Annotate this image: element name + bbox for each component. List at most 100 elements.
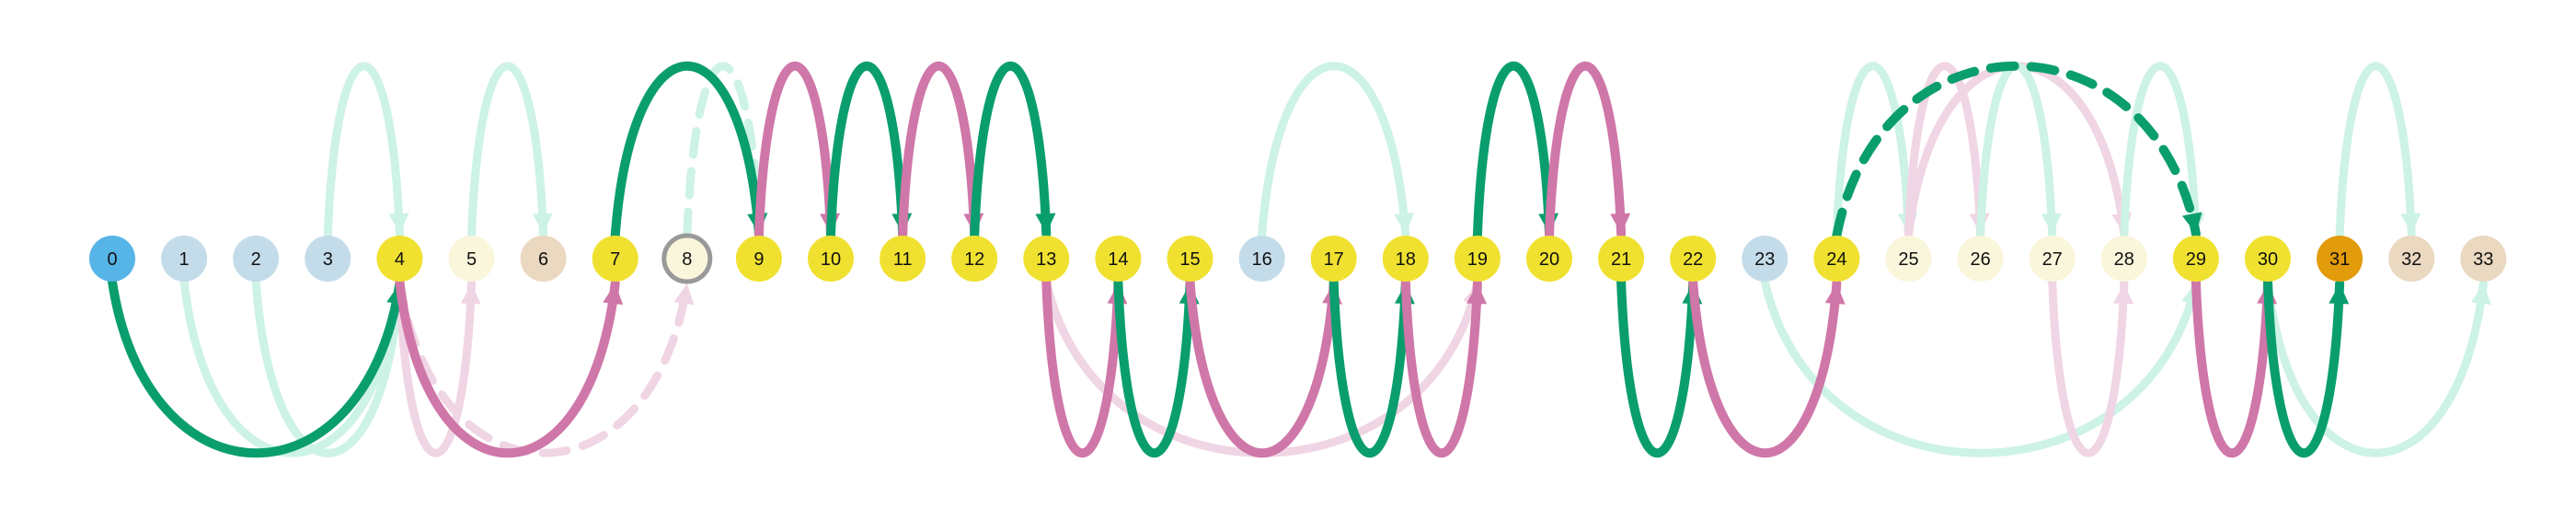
edge-arrowhead-4-7 xyxy=(603,283,624,306)
edge-arrowhead-20-21 xyxy=(1610,213,1631,234)
node-label-21: 21 xyxy=(1611,249,1631,270)
edge-line-29-30 xyxy=(2191,277,2272,458)
edge-line-31-32 xyxy=(2335,62,2416,240)
edge-line-2-4 xyxy=(251,277,404,457)
node-4: 4 xyxy=(376,236,423,282)
edge-arrowhead-22-24 xyxy=(1824,283,1846,305)
edge-line-20-21 xyxy=(1545,61,1627,240)
edge-arrowhead-12-13 xyxy=(1035,213,1056,234)
edge-20-21 xyxy=(1545,61,1631,240)
edge-12-13 xyxy=(970,61,1056,240)
node-circle-26 xyxy=(1957,236,2004,282)
node-9: 9 xyxy=(735,236,782,282)
edge-line-23-29 xyxy=(1760,277,2201,457)
node-15: 15 xyxy=(1167,236,1213,282)
node-circle-1 xyxy=(161,236,208,282)
edge-line-25-28 xyxy=(1904,62,2129,240)
node-label-13: 13 xyxy=(1036,249,1056,270)
edge-15-17 xyxy=(1185,277,1342,457)
edge-line-17-18 xyxy=(1328,277,1410,458)
node-6: 6 xyxy=(520,236,567,282)
node-0: 0 xyxy=(89,236,135,282)
edge-arrowhead-5-6 xyxy=(532,213,553,234)
node-circle-27 xyxy=(2029,236,2076,282)
node-18: 18 xyxy=(1382,236,1429,282)
edge-arrowhead-26-27 xyxy=(2041,213,2062,234)
edge-line-10-11 xyxy=(826,61,908,240)
edge-arrowhead-18-19 xyxy=(1466,283,1488,305)
node-circle-7 xyxy=(592,236,638,282)
node-label-4: 4 xyxy=(395,249,405,270)
node-22: 22 xyxy=(1670,236,1717,282)
node-label-31: 31 xyxy=(2329,249,2350,270)
node-label-8: 8 xyxy=(682,249,692,270)
node-label-11: 11 xyxy=(893,249,913,270)
node-label-2: 2 xyxy=(251,249,261,270)
node-circle-24 xyxy=(1813,236,1860,282)
edge-arrowhead-4-5 xyxy=(460,283,481,305)
node-label-1: 1 xyxy=(179,249,190,270)
node-circle-10 xyxy=(808,236,854,282)
edge-4-7 xyxy=(395,277,624,458)
node-label-17: 17 xyxy=(1324,249,1344,270)
node-circle-4 xyxy=(376,236,423,282)
edge-22-24 xyxy=(1688,277,1846,457)
node-circle-5 xyxy=(448,236,495,282)
edge-line-4-7 xyxy=(395,277,620,458)
node-circle-31 xyxy=(2317,236,2363,282)
node-23: 23 xyxy=(1742,236,1788,282)
node-14: 14 xyxy=(1095,236,1142,282)
node-circle-14 xyxy=(1095,236,1142,282)
node-circle-18 xyxy=(1382,236,1429,282)
edge-24-29 xyxy=(1832,61,2202,240)
edge-line-8-9 xyxy=(683,62,764,240)
node-label-14: 14 xyxy=(1108,249,1128,270)
node-circle-3 xyxy=(305,236,351,282)
node-32: 32 xyxy=(2388,236,2435,282)
edge-line-4-8 xyxy=(395,277,692,457)
edge-line-30-31 xyxy=(2263,277,2345,458)
nodes-layer: 0 1 2 3 4 5 6 7 8 9 10 11 12 13 14 15 16 17 18 19 20 21 22 23 24… xyxy=(89,233,2507,284)
node-8: 8 xyxy=(661,233,713,284)
node-label-25: 25 xyxy=(1898,249,1918,270)
edge-line-12-13 xyxy=(970,61,1052,240)
edge-line-16-18 xyxy=(1258,62,1410,240)
node-5: 5 xyxy=(448,236,495,282)
node-circle-12 xyxy=(951,236,998,282)
edge-27-28 xyxy=(2048,277,2133,457)
edge-31-32 xyxy=(2335,62,2421,240)
edge-25-28 xyxy=(1904,62,2133,240)
node-circle-21 xyxy=(1598,236,1645,282)
edge-line-14-15 xyxy=(1113,277,1195,458)
edge-arrowhead-31-32 xyxy=(2400,213,2421,234)
edge-16-18 xyxy=(1258,62,1415,240)
node-2: 2 xyxy=(233,236,280,282)
edge-line-15-17 xyxy=(1185,277,1339,457)
node-24: 24 xyxy=(1813,236,1860,282)
node-28: 28 xyxy=(2100,236,2147,282)
edge-line-0-4 xyxy=(108,277,405,458)
edge-line-21-22 xyxy=(1616,277,1698,458)
node-1: 1 xyxy=(161,236,208,282)
edge-4-5 xyxy=(395,277,481,457)
node-circle-11 xyxy=(880,236,926,282)
node-label-6: 6 xyxy=(538,249,548,270)
edge-line-24-25 xyxy=(1832,62,1913,240)
node-label-29: 29 xyxy=(2186,249,2206,270)
node-circle-33 xyxy=(2460,236,2507,282)
node-16: 16 xyxy=(1238,236,1285,282)
node-10: 10 xyxy=(808,236,854,282)
node-circle-2 xyxy=(233,236,280,282)
node-circle-29 xyxy=(2172,236,2219,282)
edge-line-22-24 xyxy=(1688,277,1842,457)
node-circle-20 xyxy=(1526,236,1572,282)
node-31: 31 xyxy=(2317,236,2363,282)
node-circle-32 xyxy=(2388,236,2435,282)
node-circle-9 xyxy=(735,236,782,282)
node-12: 12 xyxy=(951,236,998,282)
node-label-27: 27 xyxy=(2042,249,2063,270)
edge-30-31 xyxy=(2263,277,2350,458)
node-circle-0 xyxy=(89,236,135,282)
